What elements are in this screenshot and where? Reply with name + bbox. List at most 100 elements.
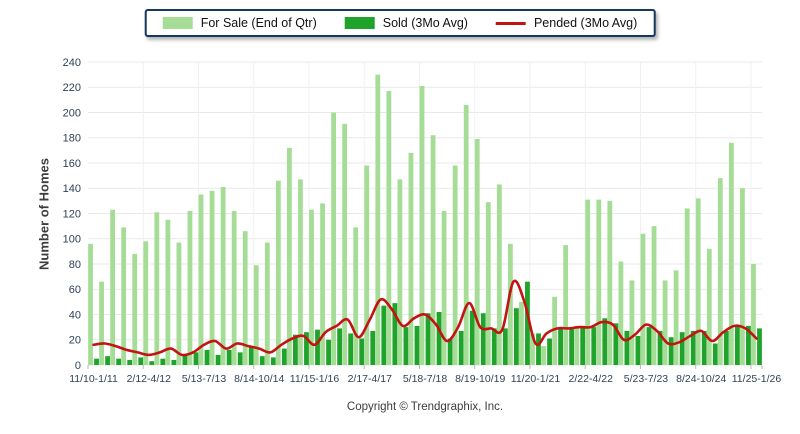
bar-sold	[701, 330, 707, 365]
bar-for-sale	[364, 165, 370, 365]
y-tick-label: 0	[75, 360, 81, 372]
bar-sold	[646, 327, 652, 365]
bar-for-sale	[474, 139, 480, 365]
bar-sold	[657, 330, 663, 365]
bar-sold	[491, 328, 497, 365]
x-tick-label: 11/25-1/26	[732, 373, 782, 385]
bar-sold	[513, 308, 519, 365]
bar-sold	[624, 330, 630, 365]
bar-sold	[293, 334, 298, 365]
bar-for-sale	[629, 280, 635, 365]
x-tick-label: 11/10-1/11	[69, 373, 118, 385]
x-tick-label: 5/13-7/13	[182, 373, 227, 385]
bar-sold	[602, 318, 608, 365]
bar-for-sale	[519, 301, 524, 365]
bar-sold	[348, 333, 354, 365]
bar-for-sale	[574, 325, 580, 365]
bar-for-sale	[684, 208, 690, 365]
bar-for-sale	[275, 180, 281, 365]
bar-for-sale	[419, 85, 425, 366]
bar-sold	[370, 330, 376, 365]
bar-sold	[381, 305, 387, 365]
bar-for-sale	[640, 233, 646, 365]
y-tick-label: 240	[63, 57, 81, 69]
bar-sold	[304, 332, 309, 365]
bar-sold	[458, 330, 464, 365]
bar-sold	[270, 357, 276, 365]
pended-line-swatch-icon	[495, 21, 526, 25]
bar-for-sale	[618, 261, 624, 365]
bar-sold	[138, 357, 144, 365]
bar-for-sale	[485, 202, 491, 365]
bar-for-sale	[463, 104, 469, 366]
bar-for-sale	[552, 296, 557, 365]
y-tick-label: 60	[69, 284, 81, 296]
bar-sold	[315, 329, 320, 365]
bar-for-sale	[507, 243, 513, 365]
bar-for-sale	[253, 265, 259, 365]
bar-for-sale	[452, 165, 458, 365]
bar-sold	[149, 361, 155, 365]
legend-label-for-sale: For Sale (End of Qtr)	[200, 16, 317, 30]
bar-sold	[502, 328, 508, 365]
legend-item-sold: Sold (3Mo Avg)	[344, 16, 468, 30]
bar-for-sale	[430, 135, 436, 365]
bar-sold	[757, 328, 762, 365]
bar-for-sale	[386, 91, 392, 365]
bar-for-sale	[342, 123, 348, 365]
bar-for-sale	[132, 253, 138, 365]
bar-for-sale	[309, 209, 314, 365]
bar-sold	[447, 338, 453, 365]
bar-sold	[94, 358, 99, 365]
bar-for-sale	[121, 227, 127, 365]
bar-sold	[105, 356, 110, 365]
bar-sold	[337, 328, 343, 365]
bar-for-sale	[530, 333, 535, 365]
bar-sold	[679, 332, 685, 365]
x-tick-label: 8/19-10/19	[455, 373, 505, 385]
bar-for-sale	[541, 346, 546, 365]
copyright-text: Copyright © Trendgraphix, Inc.	[346, 401, 504, 413]
bar-sold	[613, 323, 619, 365]
y-tick-label: 200	[63, 107, 81, 119]
x-tick-label: 2/17-4/17	[348, 373, 393, 385]
bar-sold	[359, 338, 365, 365]
legend-item-pended: Pended (3Mo Avg)	[495, 16, 637, 30]
x-tick-label: 5/18-7/18	[403, 373, 448, 385]
bar-sold	[414, 325, 420, 365]
bar-for-sale	[242, 231, 248, 365]
bar-sold	[237, 352, 243, 365]
bar-sold	[569, 327, 575, 365]
bar-for-sale	[397, 179, 403, 365]
bar-for-sale	[143, 241, 149, 365]
for-sale-swatch-icon	[162, 17, 193, 29]
bar-sold	[480, 313, 486, 365]
bar-sold	[193, 352, 199, 365]
bar-for-sale	[320, 203, 325, 365]
pended-trend-line	[92, 279, 758, 357]
bar-for-sale	[353, 227, 359, 365]
y-tick-label: 80	[69, 259, 81, 271]
bar-sold	[127, 359, 133, 365]
bar-for-sale	[165, 219, 171, 365]
y-tick-label: 120	[63, 208, 81, 220]
bar-for-sale	[408, 152, 414, 365]
bar-for-sale	[651, 226, 657, 365]
x-tick-label: 8/14-10/14	[234, 373, 284, 385]
bar-for-sale	[563, 245, 569, 365]
bar-sold	[160, 358, 166, 365]
y-tick-label: 140	[63, 183, 81, 195]
bar-for-sale	[176, 242, 182, 365]
bar-sold	[326, 339, 331, 365]
bar-sold	[259, 356, 265, 365]
y-tick-label: 220	[63, 82, 81, 94]
bar-for-sale	[99, 281, 104, 365]
bar-for-sale	[331, 112, 337, 365]
bar-for-sale	[264, 242, 270, 365]
x-tick-label: 5/23-7/23	[624, 373, 669, 385]
x-tick-label: 11/15-1/16	[290, 373, 340, 385]
x-tick-label: 11/20-1/21	[511, 373, 561, 385]
bar-for-sale	[375, 74, 381, 365]
bar-sold	[226, 349, 232, 365]
